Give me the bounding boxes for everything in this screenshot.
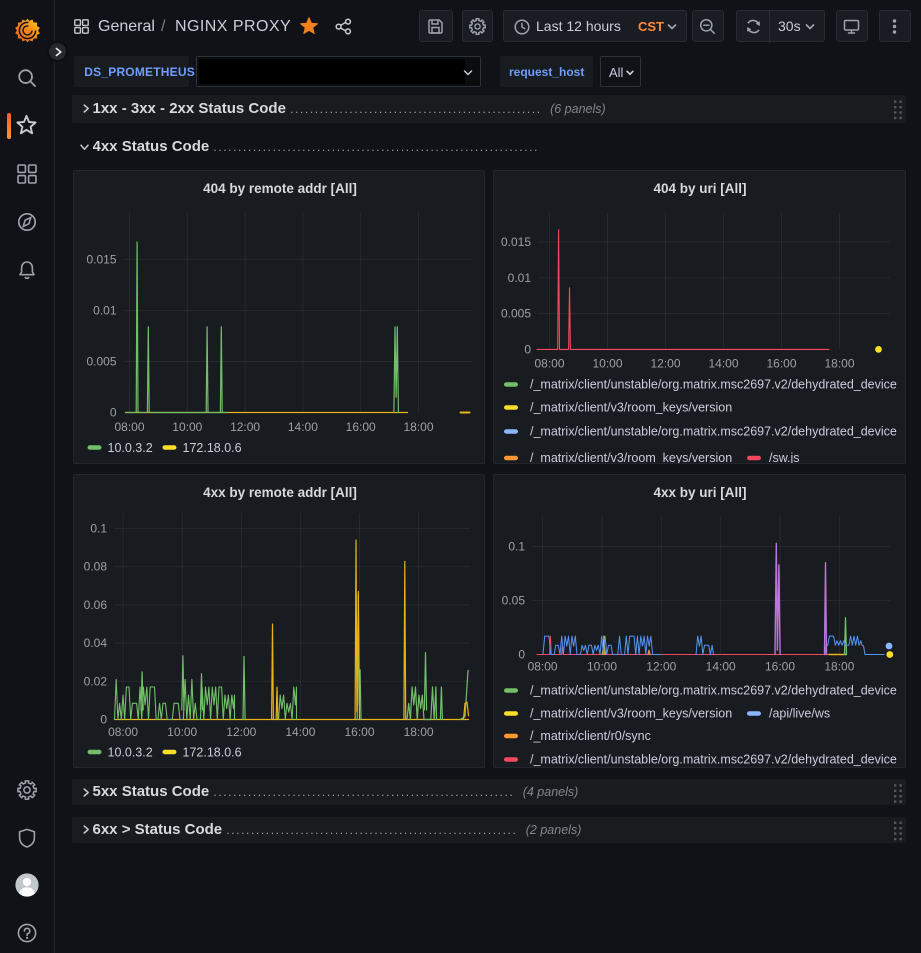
- svg-text:0.02: 0.02: [83, 674, 107, 688]
- svg-text:0.08: 0.08: [83, 559, 107, 573]
- svg-text:0.06: 0.06: [83, 597, 107, 611]
- svg-text:0.005: 0.005: [501, 307, 531, 321]
- svg-text:404 by remote addr [All]: 404 by remote addr [All]: [203, 181, 357, 196]
- svg-text:/api/live/ws: /api/live/ws: [769, 706, 830, 720]
- svg-text:12:00: 12:00: [650, 357, 680, 371]
- svg-text:18:00: 18:00: [403, 725, 433, 739]
- svg-text:08:00: 08:00: [114, 420, 144, 434]
- svg-text:12:00: 12:00: [226, 725, 256, 739]
- svg-text:16:00: 16:00: [766, 357, 796, 371]
- svg-text:12:00: 12:00: [230, 420, 260, 434]
- svg-text:0: 0: [100, 712, 107, 726]
- svg-text:14:00: 14:00: [706, 659, 736, 673]
- svg-text:16:00: 16:00: [345, 420, 375, 434]
- svg-text:18:00: 18:00: [824, 357, 854, 371]
- svg-text:0.1: 0.1: [508, 539, 525, 553]
- svg-text:12:00: 12:00: [646, 659, 676, 673]
- svg-text:/_matrix/client/r0/sync: /_matrix/client/r0/sync: [530, 729, 651, 743]
- svg-text:10:00: 10:00: [587, 659, 617, 673]
- svg-text:0: 0: [109, 406, 116, 420]
- svg-text:16:00: 16:00: [765, 659, 795, 673]
- svg-text:0.1: 0.1: [90, 521, 107, 535]
- svg-text:16:00: 16:00: [344, 725, 374, 739]
- svg-text:0: 0: [518, 647, 525, 661]
- svg-text:0.005: 0.005: [86, 355, 116, 369]
- svg-text:/_matrix/client/v3/room_keys/v: /_matrix/client/v3/room_keys/version: [530, 451, 732, 464]
- svg-text:10.0.3.2: 10.0.3.2: [107, 441, 152, 455]
- svg-text:0.04: 0.04: [83, 636, 107, 650]
- svg-text:08:00: 08:00: [108, 725, 138, 739]
- svg-text:172.18.0.6: 172.18.0.6: [182, 441, 241, 455]
- svg-text:0: 0: [524, 342, 531, 356]
- svg-text:/_matrix/client/unstable/org.m: /_matrix/client/unstable/org.matrix.msc2…: [530, 752, 897, 766]
- svg-text:0.01: 0.01: [93, 304, 117, 318]
- svg-text:18:00: 18:00: [824, 659, 854, 673]
- svg-text:0.05: 0.05: [502, 593, 526, 607]
- svg-text:14:00: 14:00: [285, 725, 315, 739]
- svg-text:10:00: 10:00: [167, 725, 197, 739]
- svg-text:10:00: 10:00: [172, 420, 202, 434]
- svg-text:404 by uri [All]: 404 by uri [All]: [653, 181, 746, 196]
- svg-text:14:00: 14:00: [287, 420, 317, 434]
- svg-text:/_matrix/client/unstable/org.m: /_matrix/client/unstable/org.matrix.msc2…: [530, 425, 897, 439]
- svg-text:10:00: 10:00: [592, 357, 622, 371]
- svg-text:0.01: 0.01: [508, 271, 532, 285]
- svg-text:08:00: 08:00: [534, 357, 564, 371]
- svg-text:/_matrix/client/v3/room_keys/v: /_matrix/client/v3/room_keys/version: [530, 401, 732, 415]
- svg-text:0.015: 0.015: [501, 235, 531, 249]
- svg-text:10.0.3.2: 10.0.3.2: [107, 745, 152, 759]
- svg-text:08:00: 08:00: [528, 659, 558, 673]
- svg-text:0.015: 0.015: [86, 252, 116, 266]
- svg-text:18:00: 18:00: [403, 420, 433, 434]
- svg-text:/_matrix/client/unstable/org.m: /_matrix/client/unstable/org.matrix.msc2…: [530, 683, 897, 697]
- svg-text:/_matrix/client/v3/room_keys/v: /_matrix/client/v3/room_keys/version: [530, 706, 732, 720]
- svg-text:/sw.js: /sw.js: [769, 451, 800, 464]
- svg-text:172.18.0.6: 172.18.0.6: [182, 745, 241, 759]
- svg-text:14:00: 14:00: [708, 357, 738, 371]
- svg-text:4xx by uri [All]: 4xx by uri [All]: [653, 485, 746, 500]
- svg-text:/_matrix/client/unstable/org.m: /_matrix/client/unstable/org.matrix.msc2…: [530, 378, 897, 392]
- svg-text:4xx by remote addr [All]: 4xx by remote addr [All]: [203, 485, 357, 500]
